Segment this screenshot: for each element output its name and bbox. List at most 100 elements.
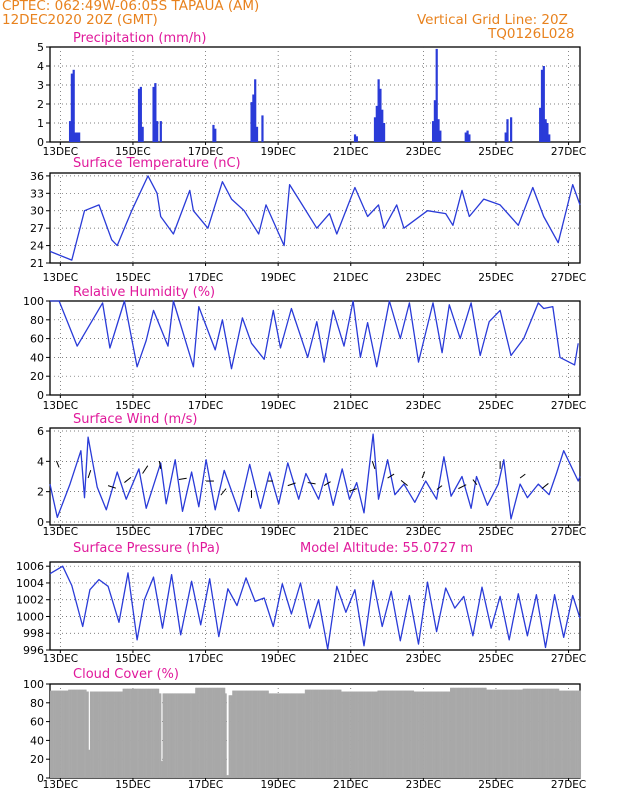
cloud-column xyxy=(458,687,460,778)
cloud-column xyxy=(450,687,452,778)
cloud-column xyxy=(246,690,248,778)
cloud-column xyxy=(483,687,485,778)
cloud-column xyxy=(373,691,375,778)
cloud-column xyxy=(433,691,435,778)
cloud-xtick-label: 23DEC xyxy=(406,779,441,791)
cloud-column xyxy=(436,691,438,778)
cloud-column xyxy=(114,691,116,778)
cloud-column xyxy=(435,691,437,778)
cloud-column xyxy=(429,691,431,778)
cloud-column xyxy=(89,691,91,778)
cloud-column xyxy=(330,689,332,778)
cloud-column xyxy=(84,689,86,778)
cloud-column xyxy=(55,690,57,778)
cloud-column xyxy=(277,693,279,778)
cloud-column xyxy=(203,687,205,778)
cloud-column xyxy=(468,687,470,778)
cloud-column xyxy=(206,687,208,778)
precip-ytick-label: 4 xyxy=(37,60,44,73)
cloud-column xyxy=(353,691,355,778)
cloud-column xyxy=(247,690,249,778)
cloud-column xyxy=(108,691,110,778)
cloud-column xyxy=(113,691,115,778)
precip-bar xyxy=(139,86,142,142)
precip-bar xyxy=(435,48,438,142)
cloud-column xyxy=(457,687,459,778)
cloud-column xyxy=(364,691,366,778)
cloud-column xyxy=(225,693,227,778)
cloud-column xyxy=(297,693,299,778)
cloud-column xyxy=(92,691,94,778)
cloud-column xyxy=(222,687,224,778)
cloud-column xyxy=(559,690,561,778)
cloud-column xyxy=(185,693,187,778)
rh-xtick-label: 19DEC xyxy=(260,400,295,412)
precip-bar xyxy=(375,105,378,142)
cloud-column xyxy=(131,688,133,778)
cloud-column xyxy=(526,688,528,778)
precip-bar xyxy=(381,109,384,142)
cloud-column xyxy=(140,688,142,778)
wind-arrow xyxy=(56,460,60,468)
cloud-column xyxy=(191,693,193,778)
cloud-column xyxy=(127,688,129,778)
cloud-column xyxy=(97,691,99,778)
cloud-column xyxy=(183,693,185,778)
cloud-column xyxy=(217,687,219,778)
cloud-column xyxy=(411,690,413,778)
cloud-column xyxy=(219,687,221,778)
cloud-column xyxy=(241,690,243,778)
cloud-column xyxy=(423,691,425,778)
cloud-ytick-label: 0 xyxy=(37,772,44,785)
precip-bar xyxy=(156,121,159,142)
cloud-column xyxy=(88,749,90,778)
cloud-column xyxy=(235,690,237,778)
cloud-column xyxy=(512,689,514,778)
cloud-column xyxy=(341,691,343,778)
cloud-column xyxy=(132,688,134,778)
cloud-column xyxy=(60,690,62,778)
cloud-column xyxy=(248,690,250,778)
cloud-column xyxy=(378,690,380,778)
cloud-column xyxy=(151,688,153,778)
cloud-column xyxy=(546,688,548,778)
cloud-column xyxy=(340,689,342,778)
cloud-column xyxy=(444,691,446,778)
pressure-xtick-label: 13DEC xyxy=(43,653,78,665)
cloud-column xyxy=(505,689,507,778)
cloud-column xyxy=(121,691,123,778)
wind-xtick-label: 21DEC xyxy=(333,526,368,538)
cloud-column xyxy=(538,688,540,778)
cloud-column xyxy=(165,693,167,778)
cloud-column xyxy=(142,688,144,778)
cloud-column xyxy=(549,688,551,778)
cloud-column xyxy=(295,693,297,778)
cloud-column xyxy=(103,691,105,778)
cloud-column xyxy=(170,693,172,778)
cloud-column xyxy=(62,690,64,778)
cloud-column xyxy=(261,690,263,778)
cloud-column xyxy=(134,688,136,778)
cloud-column xyxy=(105,691,107,778)
cloud-column xyxy=(147,688,149,778)
cloud-column xyxy=(463,687,465,778)
cloud-column xyxy=(388,690,390,778)
cloud-column xyxy=(105,691,107,778)
cloud-column xyxy=(315,689,317,778)
cloud-column xyxy=(347,691,349,778)
cloud-column xyxy=(562,690,564,778)
cloud-column xyxy=(332,689,334,778)
cloud-column xyxy=(439,691,441,778)
cloud-column xyxy=(397,690,399,778)
precip-bar xyxy=(377,79,380,142)
cloud-column xyxy=(138,688,140,778)
cloud-ytick-label: 100 xyxy=(23,678,44,691)
cloud-column xyxy=(529,688,531,778)
cloud-column xyxy=(555,688,557,778)
cloud-column xyxy=(75,689,77,778)
wind-arrow xyxy=(436,485,443,490)
cloud-column xyxy=(336,689,338,778)
wind-ytick-label: 2 xyxy=(37,486,44,499)
cloud-column xyxy=(421,691,423,778)
cloud-column xyxy=(507,689,509,778)
